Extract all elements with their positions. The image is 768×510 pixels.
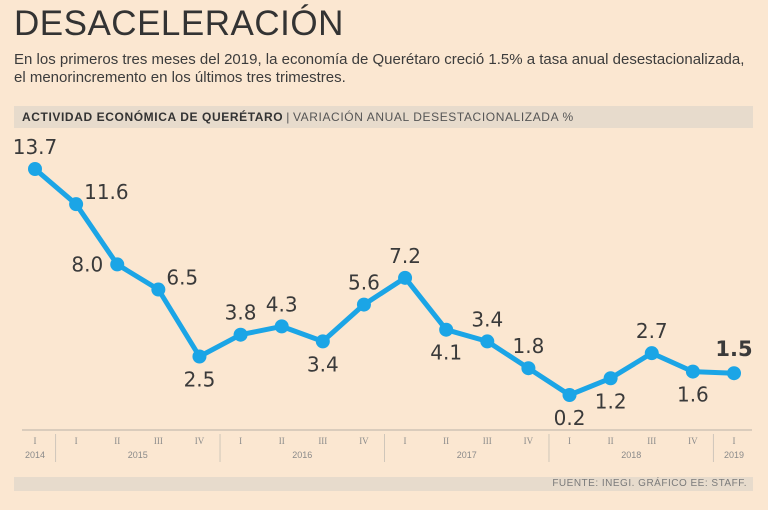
value-label-10: 4.1: [430, 341, 462, 365]
quarter-label-4: IV: [195, 436, 205, 446]
quarter-label-0: I: [34, 436, 37, 446]
data-point-15: [644, 346, 659, 361]
value-label-9: 7.2: [389, 244, 421, 268]
year-label-2014: 2014: [25, 450, 45, 460]
quarter-label-1: I: [75, 436, 78, 446]
year-label-2017: 2017: [457, 450, 477, 460]
quarter-label-9: I: [404, 436, 407, 446]
year-label-2018: 2018: [621, 450, 641, 460]
quarter-label-16: IV: [688, 436, 698, 446]
value-label-17: 1.5: [715, 337, 752, 361]
quarter-label-3: III: [154, 436, 163, 446]
value-label-13: 0.2: [554, 406, 586, 430]
data-point-2: [110, 257, 125, 272]
series-line: [32, 166, 737, 398]
year-label-2019: 2019: [724, 450, 744, 460]
data-point-16: [685, 364, 700, 379]
data-point-8: [356, 297, 371, 312]
data-point-10: [439, 322, 454, 337]
data-point-9: [398, 270, 413, 285]
quarter-label-12: IV: [524, 436, 534, 446]
footer-band: FUENTE: INEGI. GRÁFICO EE: STAFF.: [14, 477, 753, 491]
value-label-6: 4.3: [266, 292, 298, 316]
data-point-3: [151, 282, 166, 297]
data-point-0: [28, 162, 42, 176]
data-point-6: [274, 319, 289, 334]
quarter-label-17: I: [733, 436, 736, 446]
source-credit: FUENTE: INEGI. GRÁFICO EE: STAFF.: [552, 478, 747, 489]
value-label-2: 8.0: [71, 252, 103, 276]
chart-title-separator: |: [286, 110, 290, 124]
value-label-3: 6.5: [166, 266, 198, 290]
data-point-11: [480, 334, 495, 349]
value-label-15: 2.7: [636, 319, 668, 343]
value-label-4: 2.5: [184, 367, 216, 391]
data-point-7: [315, 334, 330, 349]
quarter-label-7: III: [318, 436, 327, 446]
value-label-16: 1.6: [677, 383, 709, 407]
year-label-2016: 2016: [292, 450, 312, 460]
chart-title-text: ACTIVIDAD ECONÓMICA DE QUERÉTARO: [22, 110, 284, 124]
value-label-14: 1.2: [595, 389, 627, 413]
value-label-12: 1.8: [513, 334, 545, 358]
quarter-label-2: II: [114, 436, 120, 446]
data-point-4: [192, 349, 207, 364]
value-label-5: 3.8: [225, 301, 257, 325]
chart-header-band: ACTIVIDAD ECONÓMICA DE QUERÉTARO | VARIACI…: [14, 106, 753, 128]
data-point-14: [603, 371, 618, 386]
quarter-label-14: II: [608, 436, 614, 446]
value-label-1: 11.6: [84, 180, 129, 204]
value-label-0: 13.7: [13, 135, 58, 159]
subtitle: En los primeros tres meses del 2019, la …: [14, 51, 745, 86]
value-label-7: 3.4: [307, 352, 339, 376]
year-label-2015: 2015: [128, 450, 148, 460]
quarter-label-5: I: [239, 436, 242, 446]
quarter-label-13: I: [568, 436, 571, 446]
quarter-label-8: IV: [359, 436, 369, 446]
page-title: DESACELERACIÓN: [14, 4, 344, 43]
value-label-8: 5.6: [348, 271, 380, 295]
chart-title: ACTIVIDAD ECONÓMICA DE QUERÉTARO | VARIACI…: [22, 110, 574, 124]
quarter-label-11: III: [483, 436, 492, 446]
quarter-label-6: II: [279, 436, 285, 446]
data-point-1: [69, 197, 84, 212]
chart-units-label: VARIACIÓN ANUAL DESESTACIONALIZADA %: [292, 110, 574, 124]
quarter-label-15: III: [647, 436, 656, 446]
data-point-17: [727, 366, 741, 381]
data-point-12: [521, 361, 536, 376]
data-point-5: [233, 327, 248, 342]
value-label-11: 3.4: [471, 307, 503, 331]
quarter-label-10: II: [443, 436, 449, 446]
data-point-13: [562, 388, 577, 402]
